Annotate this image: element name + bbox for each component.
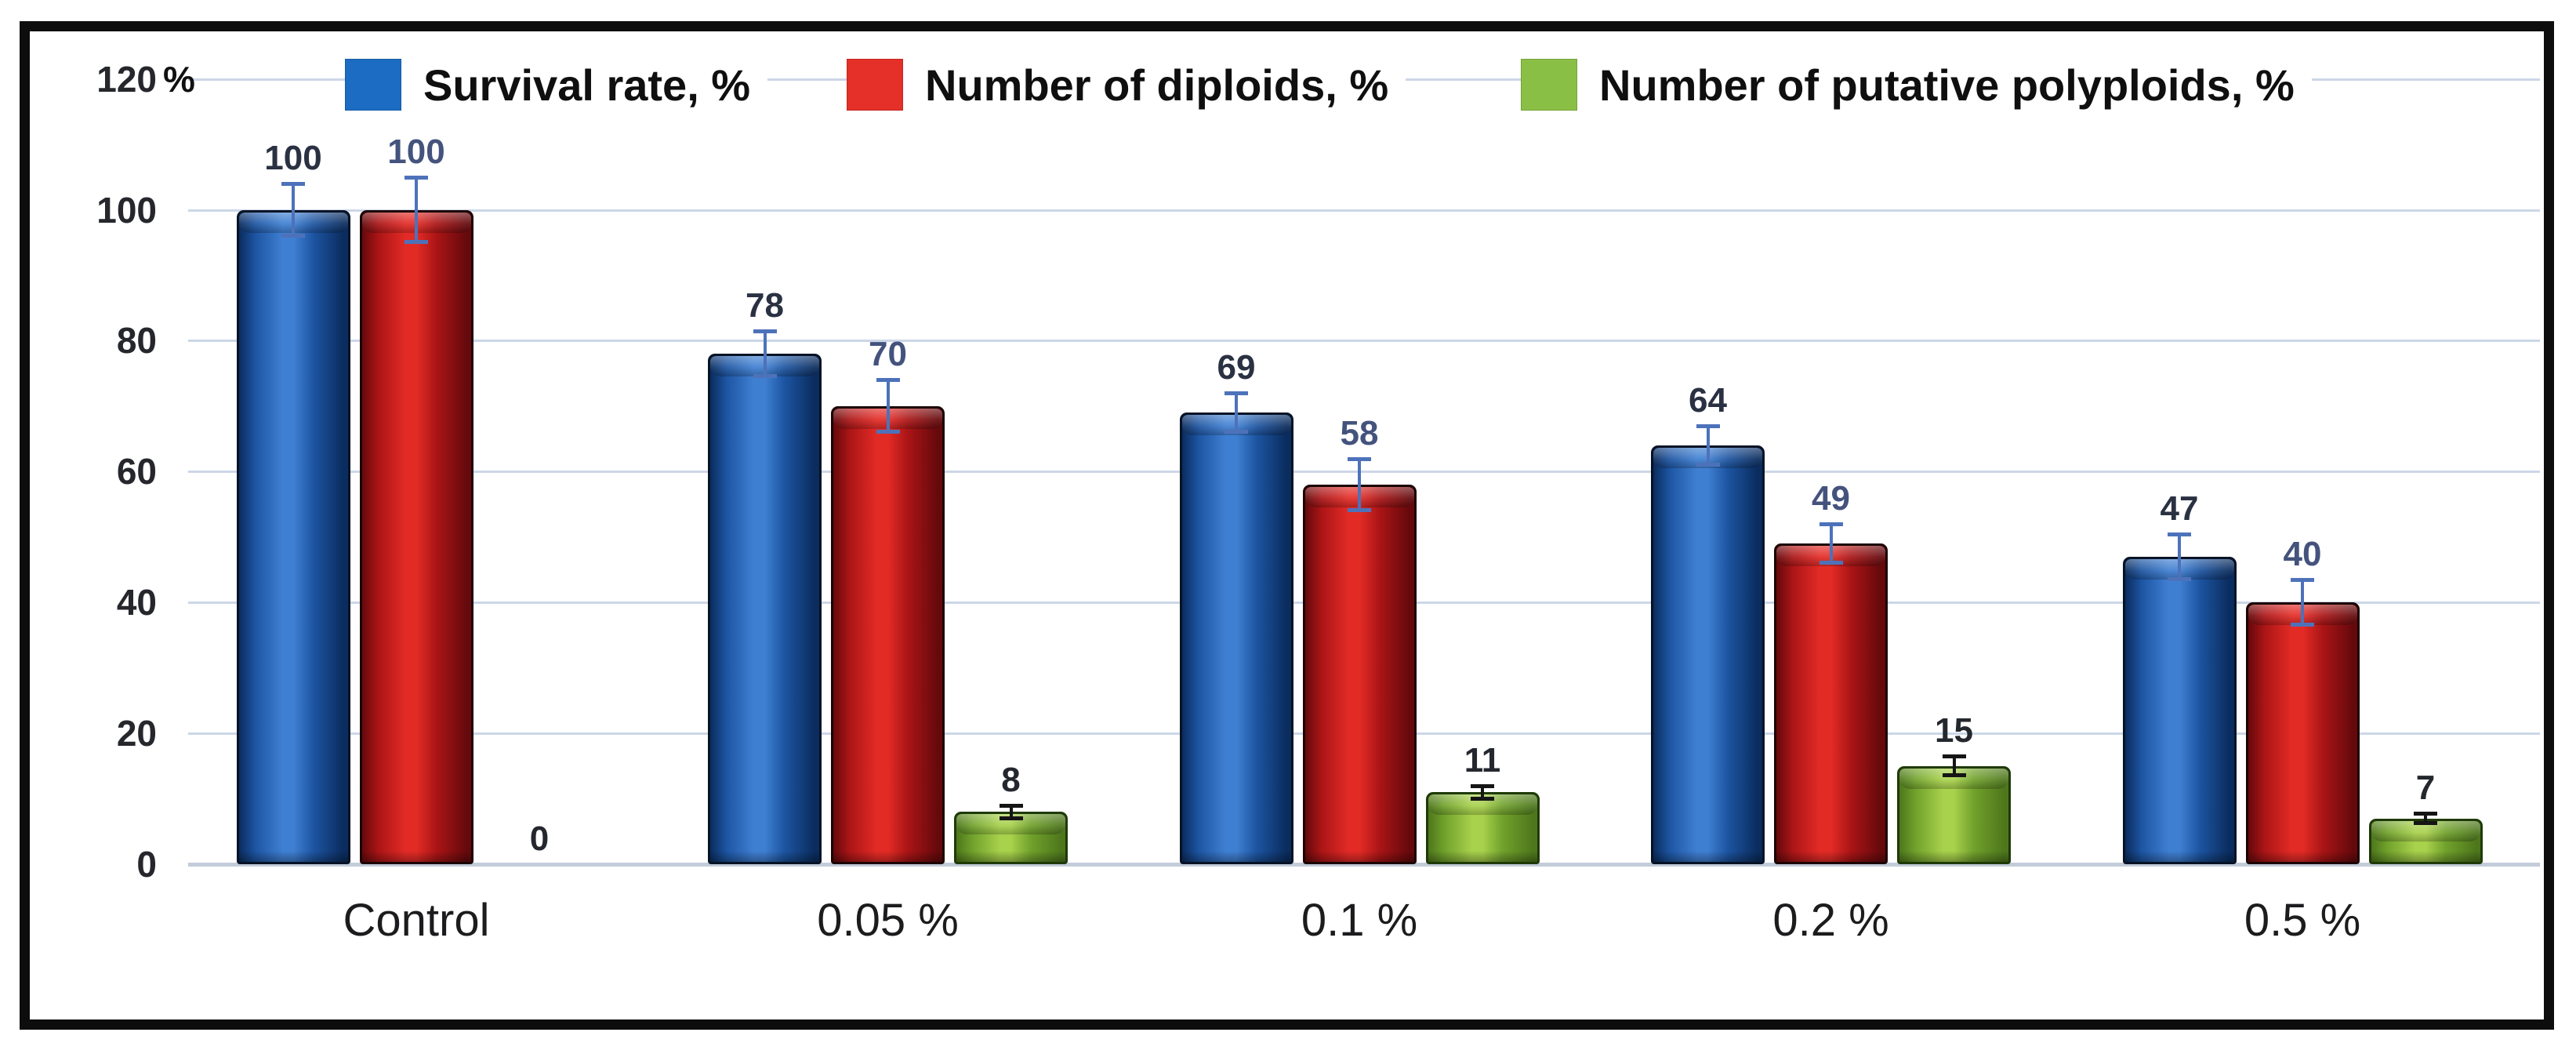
error-bar-cap-bottom [876, 430, 900, 434]
value-label: 70 [869, 335, 907, 374]
error-bar-cap-bottom [1819, 561, 1843, 565]
error-bar-cap-top [281, 182, 305, 187]
y-axis-unit-label: % [163, 58, 195, 100]
error-bar [1952, 756, 1956, 776]
value-label: 64 [1689, 380, 1727, 420]
value-label: 15 [1935, 711, 1973, 751]
error-bar-cap-top [1696, 423, 1720, 428]
error-bar-cap-bottom [1471, 796, 1494, 801]
error-bar [1358, 458, 1361, 511]
x-axis-line [188, 863, 2540, 867]
y-tick-label: 80 [116, 320, 157, 362]
error-bar [763, 330, 767, 377]
value-label: 49 [1812, 479, 1850, 518]
bar-series3-0.5 % [2368, 818, 2483, 864]
x-category-label: 0.1 % [1301, 895, 1418, 946]
x-category-label: 0.05 % [817, 895, 959, 946]
error-bar [2424, 812, 2427, 824]
error-bar-cap-bottom [999, 816, 1023, 820]
error-bar-cap-top [405, 175, 428, 180]
y-tick-label: 60 [116, 451, 157, 492]
value-label: 69 [1217, 348, 1256, 387]
bar-series2-0.1 % [1302, 484, 1417, 864]
bar-series2-Control [359, 209, 473, 864]
x-category-label: Control [343, 895, 490, 946]
bar-series1-0.5 % [2122, 556, 2237, 864]
value-label: 78 [746, 285, 784, 325]
value-label: 8 [1001, 760, 1021, 799]
legend-label: Survival rate, % [423, 60, 751, 110]
error-bar [2301, 579, 2304, 626]
legend-label: Number of diploids, % [925, 60, 1389, 110]
value-label: 7 [2415, 768, 2436, 807]
error-bar-cap-top [999, 803, 1023, 808]
bar-series3-0.2 % [1897, 765, 2011, 864]
error-bar-cap-bottom [1225, 430, 1248, 434]
error-bar-cap-top [1471, 783, 1494, 788]
legend-swatch-icon [345, 59, 401, 111]
value-label: 0 [529, 820, 550, 858]
error-bar-cap-top [1348, 456, 1371, 461]
bar-series2-0.2 % [1774, 543, 1888, 864]
error-bar [1009, 805, 1013, 819]
value-label: 100 [387, 132, 445, 171]
bar-series2-0.5 % [2245, 602, 2360, 864]
error-bar-cap-top [1225, 391, 1248, 396]
error-bar [1829, 524, 1833, 564]
y-tick-label: 100 [96, 189, 157, 231]
error-bar-cap-bottom [1696, 462, 1720, 467]
error-bar [2178, 533, 2181, 580]
error-bar-cap-bottom [753, 374, 777, 379]
error-bar [1706, 425, 1710, 465]
error-bar-cap-top [876, 378, 900, 383]
value-label: 11 [1464, 740, 1501, 780]
legend-item: Survival rate, % [345, 50, 768, 119]
error-bar-cap-top [1942, 754, 1966, 759]
legend-item: Number of diploids, % [847, 50, 1406, 119]
bar-series1-0.1 % [1179, 413, 1293, 864]
gridline-60 [188, 471, 2540, 474]
value-label: 58 [1340, 413, 1379, 452]
value-label: 40 [2283, 534, 2322, 573]
bar-series3-0.05 % [954, 812, 1068, 864]
bar-series1-0.05 % [708, 354, 822, 864]
error-bar-cap-bottom [2168, 576, 2191, 581]
error-bar-cap-bottom [2414, 821, 2437, 826]
y-tick-label: 0 [136, 844, 157, 885]
x-category-label: 0.5 % [2244, 895, 2361, 946]
legend-swatch-icon [847, 59, 903, 111]
error-bar-cap-top [1819, 522, 1843, 527]
legend-item: Number of putative polyploids, % [1521, 50, 2312, 119]
bar-series1-Control [236, 209, 350, 864]
y-tick-label: 40 [116, 582, 157, 623]
y-tick-label: 20 [116, 713, 157, 754]
gridline-100 [188, 209, 2540, 212]
bar-series1-0.2 % [1651, 445, 1765, 864]
y-tick-label: 120 [96, 58, 157, 100]
value-label: 100 [264, 139, 322, 178]
error-bar-cap-top [2291, 577, 2314, 582]
x-category-label: 0.2 % [1772, 895, 1889, 946]
error-bar-cap-top [753, 329, 777, 333]
error-bar-cap-top [2414, 811, 2437, 816]
error-bar-cap-top [2168, 532, 2191, 536]
error-bar [1235, 393, 1238, 433]
error-bar [1481, 785, 1484, 799]
error-bar-cap-bottom [281, 233, 305, 238]
error-bar-cap-bottom [405, 240, 428, 245]
gridline-80 [188, 340, 2540, 343]
legend-swatch-icon [1521, 59, 1577, 111]
error-bar [415, 176, 418, 243]
error-bar-cap-bottom [2291, 623, 2314, 627]
error-bar-cap-bottom [1942, 773, 1966, 778]
value-label: 47 [2160, 489, 2199, 528]
error-bar-cap-bottom [1348, 508, 1371, 513]
error-bar [292, 184, 295, 236]
bar-series3-0.1 % [1425, 792, 1540, 864]
error-bar [886, 380, 890, 433]
legend-label: Number of putative polyploids, % [1599, 60, 2295, 110]
